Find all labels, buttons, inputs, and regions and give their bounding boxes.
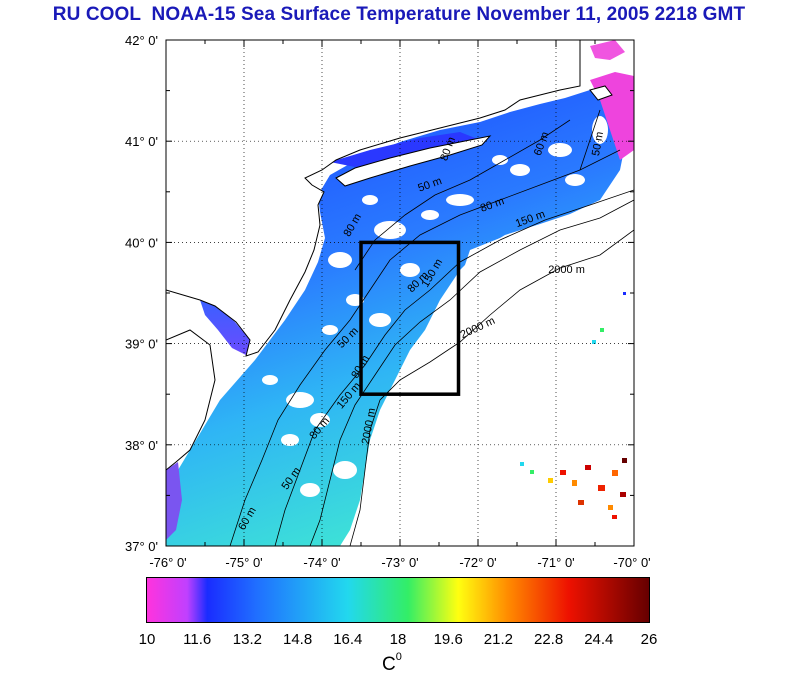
lon-label: -70° 0' (613, 555, 650, 570)
delaware-bay (200, 300, 250, 355)
lat-label: 38° 0' (125, 438, 158, 453)
bathymetry-contours (229, 109, 634, 546)
colorbar-unit: C0 (382, 651, 402, 676)
lat-label: 40° 0' (125, 235, 158, 250)
mainland-coast (166, 40, 581, 357)
chesapeake-strip (166, 462, 182, 540)
land (166, 40, 613, 471)
colorbar-tick-label: 22.8 (533, 631, 564, 648)
colorbar (146, 577, 650, 623)
latitude-labels: 42° 0' 41° 0' 40° 0' 39° 0' 38° 0' 37° 0' (125, 33, 634, 554)
page-title: RU COOL NOAA-15 Sea Surface Temperature … (52, 4, 746, 25)
colorbar-tick-label: 14.8 (282, 631, 313, 648)
colorbar-tick-label: 21.2 (483, 631, 513, 648)
lat-label: 37° 0' (125, 539, 158, 554)
colorbar-unit-superscript: 0 (395, 651, 402, 663)
long-island (335, 135, 492, 187)
colorbar-tick-label: 24.4 (584, 631, 614, 648)
offshore-warm-pixels (520, 292, 627, 519)
study-area-box[interactable] (359, 240, 461, 396)
colorbar-tick-label: 19.6 (433, 631, 463, 648)
longitude-labels: -76° 0' -75° 0' -74° 0' -73° 0' -72° 0' -71° … (149, 40, 651, 570)
lat-label: 42° 0' (125, 33, 158, 48)
colorbar-tick-label: 26 (640, 631, 658, 648)
lon-label: -72° 0' (459, 555, 496, 570)
colorbar-tick-label: 11.6 (183, 631, 212, 648)
lon-label: -74° 0' (303, 555, 340, 570)
lon-label: -71° 0' (537, 555, 574, 570)
colorbar-unit-symbol: C (382, 654, 396, 675)
graticule (166, 40, 634, 546)
colorbar-tick-label: 10 (138, 631, 156, 648)
warm-patch-magenta-2 (590, 40, 625, 60)
contour-label: 2000 m (548, 264, 585, 276)
colorbar-gradient (146, 577, 650, 623)
lon-label: -76° 0' (149, 555, 186, 570)
lon-label: -73° 0' (381, 555, 418, 570)
islands-ne (589, 85, 613, 101)
cloud-gaps (262, 116, 634, 546)
lat-label: 41° 0' (125, 134, 158, 149)
contour-label: 50 m (590, 131, 606, 157)
lon-label: -75° 0' (225, 555, 262, 570)
colorbar-tick-label: 18 (389, 631, 407, 648)
colorbar-tick-label: 16.4 (333, 631, 363, 648)
delmarva (166, 329, 216, 471)
lat-label: 39° 0' (125, 337, 158, 352)
colorbar-tick-label: 13.2 (232, 631, 262, 648)
sst-ocean-swath (166, 86, 628, 546)
